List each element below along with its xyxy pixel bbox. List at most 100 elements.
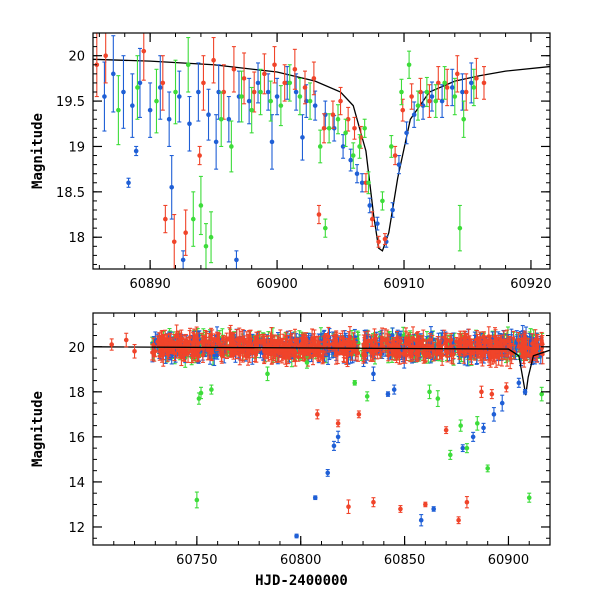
- blue-data-point: [449, 85, 455, 90]
- x-tick-label: 60900: [256, 277, 297, 292]
- blue-data-point: [130, 103, 135, 108]
- green-data-point: [297, 94, 303, 99]
- red-data-point: [463, 89, 469, 95]
- blue-data-point: [246, 98, 252, 104]
- x-tick-label: 60920: [510, 277, 551, 292]
- y-tick-label: 20: [68, 50, 85, 65]
- green-data-point: [268, 98, 274, 104]
- blue-data-point: [121, 89, 126, 95]
- red-data-point: [435, 80, 441, 86]
- green-data-point: [208, 234, 214, 240]
- red-data-point: [141, 48, 147, 54]
- x-tick-label: 60910: [383, 277, 424, 292]
- red-data-point: [409, 94, 414, 99]
- red-data-point: [376, 239, 381, 245]
- green-data-point: [173, 89, 178, 95]
- blue-data-point: [429, 94, 435, 99]
- red-data-point: [282, 80, 287, 86]
- red-band-point: [296, 344, 301, 349]
- axis-ticks: 60890 60900 60910 60920 18 18.5 19 19.5 20: [56, 33, 552, 292]
- green-data-point: [399, 89, 404, 95]
- green-data-point: [326, 126, 332, 131]
- red-data-point: [221, 89, 227, 95]
- blue-data-point: [111, 71, 116, 77]
- blue-data-point: [300, 135, 305, 140]
- blue-data-point: [166, 116, 172, 122]
- blue-data-point: [411, 112, 417, 117]
- blue-data-point: [274, 94, 280, 99]
- blue-data-point: [177, 94, 182, 99]
- green-data-point: [343, 130, 348, 136]
- blue-data-point: [137, 80, 143, 86]
- blue-data-point: [234, 257, 239, 263]
- green-data-point: [185, 62, 191, 68]
- red-data-point: [103, 53, 108, 58]
- blue-data-point: [460, 89, 465, 95]
- blue-data-point: [157, 85, 163, 90]
- blue-data-point: [468, 80, 474, 86]
- red-data-point: [455, 71, 460, 77]
- red-band-point: [481, 334, 486, 339]
- red-data-point: [160, 80, 166, 86]
- y-tick-label: 18.5: [56, 186, 85, 201]
- plot-area: [93, 33, 550, 269]
- green-data-point: [249, 107, 254, 113]
- green-data-point: [457, 225, 463, 231]
- green-data-point: [203, 244, 209, 249]
- dense-photometry-band: [150, 324, 545, 370]
- green-data-point: [229, 144, 234, 149]
- green-data-point: [471, 85, 477, 90]
- blue-data-point: [206, 112, 211, 117]
- red-data-point: [201, 80, 206, 86]
- red-data-point: [251, 89, 257, 95]
- red-band-point: [269, 334, 274, 339]
- green-data-point: [452, 94, 458, 99]
- red-data-point: [163, 216, 168, 222]
- red-band-point: [374, 344, 379, 349]
- green-data-point: [424, 89, 430, 95]
- green-data-point: [461, 116, 466, 122]
- red-data-point: [474, 76, 479, 81]
- top-panel-zoomed-light-curve: 60890 60900 60910 60920 18 18.5 19 19.5 20 Magnit…: [30, 32, 552, 292]
- plot-frame: [92, 32, 551, 270]
- blue-data-point: [255, 80, 261, 86]
- red-data-point: [292, 67, 298, 72]
- bottom-panel-full-light-curve: 60750 60800 60850 609001214161820MagnitudeH…: [30, 312, 551, 589]
- blue-data-point: [133, 148, 139, 154]
- green-series: [116, 36, 477, 269]
- blue-data-point: [390, 207, 395, 213]
- red-data-point: [197, 153, 202, 158]
- green-data-point: [198, 203, 204, 208]
- red-data-point: [316, 212, 322, 217]
- blue-band-point: [215, 353, 220, 358]
- red-band-point: [187, 339, 192, 344]
- green-data-point: [258, 89, 263, 95]
- red-data-point: [427, 98, 432, 104]
- blue-data-point: [354, 171, 360, 176]
- blue-data-point: [404, 130, 409, 136]
- green-data-point: [415, 103, 421, 108]
- red-data-point: [345, 116, 351, 122]
- red-data-point: [183, 230, 188, 235]
- blue-data-point: [169, 185, 175, 190]
- y-tick-label: 18: [68, 231, 85, 246]
- red-data-point: [241, 76, 247, 81]
- green-data-point: [380, 198, 385, 204]
- blue-data-point: [293, 89, 299, 95]
- red-data-point: [171, 239, 177, 245]
- green-data-point: [218, 116, 224, 122]
- green-data-point: [406, 62, 412, 68]
- red-data-point: [444, 85, 450, 90]
- blue-data-point: [216, 89, 221, 95]
- green-data-point: [116, 107, 121, 113]
- green-data-point: [362, 126, 367, 131]
- red-data-point: [369, 216, 375, 222]
- y-tick-label: 19: [68, 140, 85, 155]
- blue-data-point: [102, 94, 107, 99]
- green-data-point: [307, 98, 313, 104]
- blue-data-point: [348, 157, 353, 163]
- blue-data-point: [375, 221, 380, 226]
- red-band-point: [237, 353, 242, 358]
- red-data-point: [400, 107, 406, 113]
- green-data-point: [317, 144, 323, 149]
